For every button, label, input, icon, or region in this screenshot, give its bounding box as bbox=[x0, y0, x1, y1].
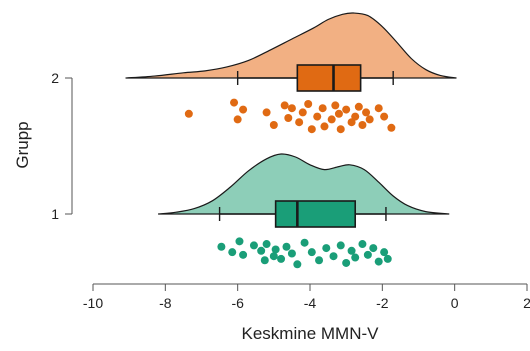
data-point-1-2 bbox=[228, 248, 237, 257]
data-point-1-25 bbox=[363, 250, 372, 259]
data-point-1-5 bbox=[249, 241, 258, 250]
data-point-1-18 bbox=[322, 244, 331, 253]
iqr-box-1 bbox=[274, 200, 357, 228]
data-point-2-8 bbox=[284, 114, 293, 122]
data-point-2-19 bbox=[334, 109, 343, 118]
data-point-1-24 bbox=[358, 240, 367, 249]
x-tick-label: 2 bbox=[523, 295, 530, 311]
data-point-2-15 bbox=[318, 104, 327, 113]
data-point-2-12 bbox=[304, 100, 313, 108]
data-point-1-6 bbox=[257, 246, 266, 255]
data-point-2-28 bbox=[374, 104, 383, 113]
data-point-1-28 bbox=[380, 248, 389, 257]
data-point-1-10 bbox=[271, 245, 280, 254]
data-point-2-6 bbox=[269, 121, 278, 129]
data-point-2-11 bbox=[298, 108, 307, 117]
data-point-2-3 bbox=[233, 115, 242, 124]
group-1 bbox=[158, 153, 450, 269]
data-point-1-1 bbox=[217, 242, 226, 251]
data-point-2-17 bbox=[327, 115, 336, 124]
group-2 bbox=[125, 12, 457, 134]
data-point-2-7 bbox=[280, 101, 289, 110]
data-point-2-25 bbox=[358, 121, 367, 129]
data-point-2-10 bbox=[295, 118, 304, 127]
data-point-1-4 bbox=[239, 250, 248, 259]
data-point-2-23 bbox=[351, 112, 360, 121]
x-tick-label: -8 bbox=[159, 295, 172, 311]
data-point-1-23 bbox=[351, 253, 360, 262]
axes-layer: -10 -8 -6 -4 -2 0 2 1 2 bbox=[51, 70, 530, 311]
data-point-2-27 bbox=[365, 115, 374, 124]
data-point-1-7 bbox=[260, 256, 269, 265]
x-tick-label: -2 bbox=[376, 295, 389, 311]
data-point-1-12 bbox=[282, 242, 291, 251]
data-point-1-21 bbox=[342, 258, 351, 267]
data-point-1-14 bbox=[293, 260, 302, 269]
data-point-2-30 bbox=[387, 123, 396, 132]
data-point-2-29 bbox=[380, 112, 389, 121]
data-point-1-20 bbox=[336, 241, 345, 250]
data-point-1-8 bbox=[262, 240, 271, 249]
data-point-1-17 bbox=[315, 256, 324, 265]
data-point-2-26 bbox=[362, 108, 371, 117]
data-point-2-9 bbox=[287, 104, 296, 113]
data-point-2-2 bbox=[230, 98, 239, 107]
data-point-2-5 bbox=[262, 108, 271, 117]
data-point-1-29 bbox=[383, 254, 392, 263]
data-point-1-19 bbox=[329, 252, 338, 261]
density-curve-2 bbox=[125, 12, 457, 79]
data-point-2-4 bbox=[239, 105, 248, 114]
data-point-2-18 bbox=[331, 101, 340, 110]
data-point-1-27 bbox=[374, 257, 383, 266]
x-tick-label: -6 bbox=[231, 295, 244, 311]
data-point-1-26 bbox=[369, 244, 378, 253]
y-tick-label: 2 bbox=[51, 70, 59, 86]
iqr-box-2 bbox=[296, 64, 362, 92]
data-point-2-21 bbox=[342, 105, 351, 114]
data-point-2-1 bbox=[184, 109, 193, 118]
y-tick-label: 1 bbox=[51, 206, 59, 222]
data-point-1-15 bbox=[300, 238, 309, 247]
data-point-1-16 bbox=[307, 248, 316, 257]
data-point-1-13 bbox=[287, 249, 296, 258]
data-point-2-16 bbox=[320, 122, 329, 131]
data-point-1-9 bbox=[269, 252, 278, 261]
x-tick-label: -4 bbox=[304, 295, 317, 311]
data-point-1-11 bbox=[277, 254, 286, 263]
y-axis-title: Grupp bbox=[13, 121, 32, 168]
data-point-1-22 bbox=[347, 246, 356, 255]
data-point-2-24 bbox=[354, 102, 363, 111]
x-tick-label: 0 bbox=[451, 295, 459, 311]
data-point-2-14 bbox=[313, 112, 322, 121]
data-point-2-20 bbox=[336, 125, 345, 134]
x-axis-title: Keskmine MMN-V bbox=[242, 324, 380, 343]
density-curve-1 bbox=[158, 153, 450, 215]
data-point-2-13 bbox=[307, 125, 316, 134]
data-point-1-3 bbox=[235, 237, 244, 246]
x-tick-label: -10 bbox=[83, 295, 103, 311]
groups-layer bbox=[125, 12, 457, 269]
